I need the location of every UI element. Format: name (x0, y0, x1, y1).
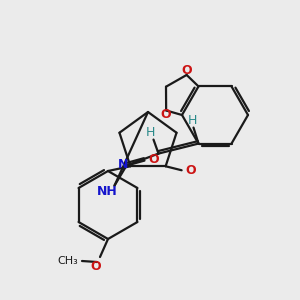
Text: O: O (181, 64, 192, 77)
Text: H: H (146, 126, 155, 139)
Text: CH₃: CH₃ (58, 256, 78, 266)
Text: O: O (161, 108, 172, 121)
Text: O: O (185, 164, 196, 177)
Text: H: H (188, 114, 197, 127)
Text: O: O (148, 153, 159, 166)
Text: NH: NH (97, 185, 118, 198)
Text: N: N (118, 158, 129, 171)
Text: O: O (91, 260, 101, 274)
